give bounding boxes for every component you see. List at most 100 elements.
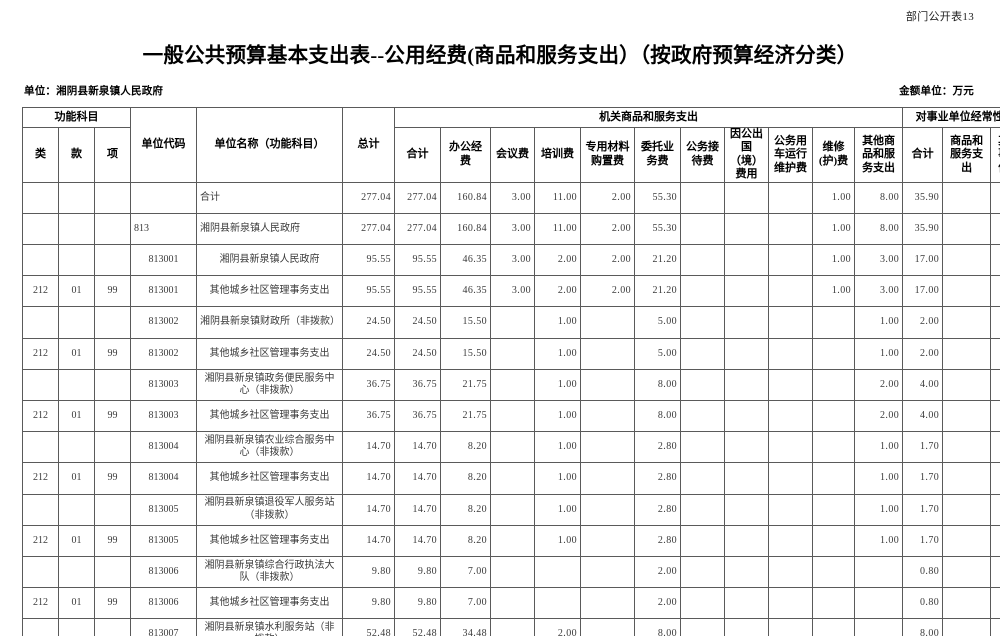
cell-maintenance-fee: 1.00 [853,462,904,495]
header-item: 项 [94,127,131,183]
table-row: 813004 湘阴县新泉镇农业综合服务中心（非拨款） 14.70 14.70 8.20 1… [22,431,1000,464]
cell-other-goods-services: 2.00 [902,337,944,370]
cell-total: 9.80 [342,587,395,620]
cell-training-fee: 2.00 [534,618,581,636]
cell-item: 99 [94,524,131,557]
cell-maintenance: 1.00 [812,243,855,277]
cell-vehicle-operation [768,618,813,636]
cell-item [94,431,131,464]
cell-maintenance-fee: 2.00 [853,399,904,433]
cell-total: 24.50 [342,337,395,370]
cell-maintenance [812,618,855,636]
cell-vehicle-operation [768,368,813,401]
cell-class [22,243,59,277]
cell-special-material [580,618,635,636]
cell-other-goods-services: 8.00 [902,618,944,636]
header-maintenance: 维修(护)费 [812,127,855,183]
cell-total: 24.50 [342,306,395,339]
cell-vehicle-operation [768,462,813,495]
cell-section [58,306,95,339]
cell-maintenance-fee [853,555,904,589]
cell-meeting-fee [490,431,535,464]
cell-meeting-fee [490,587,535,620]
page-title: 一般公共预算基本支出表--公用经费(商品和服务支出）（按政府预算经济分类） [142,45,858,67]
header-section: 款 [58,127,95,183]
cell-official-reception [680,181,725,214]
cell-special-material [580,399,635,433]
cell-vehicle-operation [768,212,813,246]
cell-training-fee: 1.00 [534,493,581,526]
cell-class: 212 [22,275,59,308]
cell-item: 99 [94,587,131,620]
cell-official-reception [680,587,725,620]
cell-office-expense: 7.00 [440,555,491,589]
cell-meeting-fee: 3.00 [490,243,535,277]
cell-class [22,555,59,589]
cell-abroad-travel [724,555,769,589]
cell-training-fee: 1.00 [534,368,581,401]
cell-entrusted-business: 2.80 [634,431,681,464]
header-function-subject: 功能科目 [22,107,131,128]
cell-unit-code: 813005 [130,493,197,526]
cell-maintenance [812,493,855,526]
cell-meeting-fee [490,618,535,636]
cell-item [94,181,131,214]
cell-item [94,306,131,339]
table-row: 813006 湘阴县新泉镇综合行政执法大队（非拨款） 9.80 9.80 7.00 2.0… [22,555,1000,589]
cell-agency-subtotal: 36.75 [394,399,441,433]
cell-inst-subtotal [942,399,992,433]
cell-inst-goods-services [990,337,1000,370]
cell-maintenance [812,587,855,620]
cell-agency-subtotal: 14.70 [394,462,441,495]
cell-maintenance [812,431,855,464]
cell-entrusted-business: 8.00 [634,368,681,401]
cell-inst-goods-services [990,243,1000,277]
cell-special-material [580,462,635,495]
cell-unit-code: 813001 [130,243,197,277]
cell-maintenance: 1.00 [812,275,855,308]
cell-inst-goods-services [990,618,1000,636]
cell-other-goods-services: 35.90 [902,212,944,246]
cell-office-expense: 160.84 [440,212,491,246]
cell-training-fee: 1.00 [534,399,581,433]
cell-unit-name: 其他城乡社区管理事务支出 [196,587,343,620]
cell-inst-subtotal [942,555,992,589]
cell-abroad-travel [724,524,769,557]
cell-agency-subtotal: 9.80 [394,587,441,620]
cell-total: 14.70 [342,493,395,526]
cell-unit-code: 813 [130,212,197,246]
cell-item [94,493,131,526]
cell-unit-code: 813004 [130,462,197,495]
cell-abroad-travel [724,587,769,620]
table-body: 合计 277.04 277.04 160.84 3.00 11.00 2.00 55.30 1.… [22,181,1000,636]
cell-section: 01 [58,337,95,370]
cell-special-material [580,493,635,526]
cell-inst-goods-services [990,431,1000,464]
cell-maintenance-fee: 3.00 [853,275,904,308]
header-abroad-travel: 因公出国（境）费用 [724,127,769,183]
cell-inst-goods-services [990,555,1000,589]
cell-maintenance: 1.00 [812,181,855,214]
cell-agency-subtotal: 9.80 [394,555,441,589]
cell-office-expense: 160.84 [440,181,491,214]
cell-meeting-fee [490,462,535,495]
header-agency-subtotal: 合计 [394,127,441,183]
cell-class: 212 [22,524,59,557]
cell-entrusted-business: 2.80 [634,493,681,526]
cell-class: 212 [22,399,59,433]
table-head: 功能科目 单位代码 单位名称（功能科目） 总计 机关商品和服务支出 对事业单位经… [22,107,1000,183]
cell-item [94,555,131,589]
cell-office-expense: 46.35 [440,243,491,277]
cell-vehicle-operation [768,431,813,464]
cell-unit-code: 813001 [130,275,197,308]
cell-abroad-travel [724,462,769,495]
cell-agency-subtotal: 24.50 [394,337,441,370]
cell-other-goods-services: 17.00 [902,275,944,308]
cell-inst-subtotal [942,275,992,308]
header-other-goods-services: 其他商品和服务支出 [853,127,904,183]
cell-section [58,368,95,401]
cell-office-expense: 46.35 [440,275,491,308]
cell-vehicle-operation [768,493,813,526]
table-row: 212 01 99 813002 其他城乡社区管理事务支出 24.50 24.50 15.50… [22,337,1000,370]
cell-unit-code: 813007 [130,618,197,636]
